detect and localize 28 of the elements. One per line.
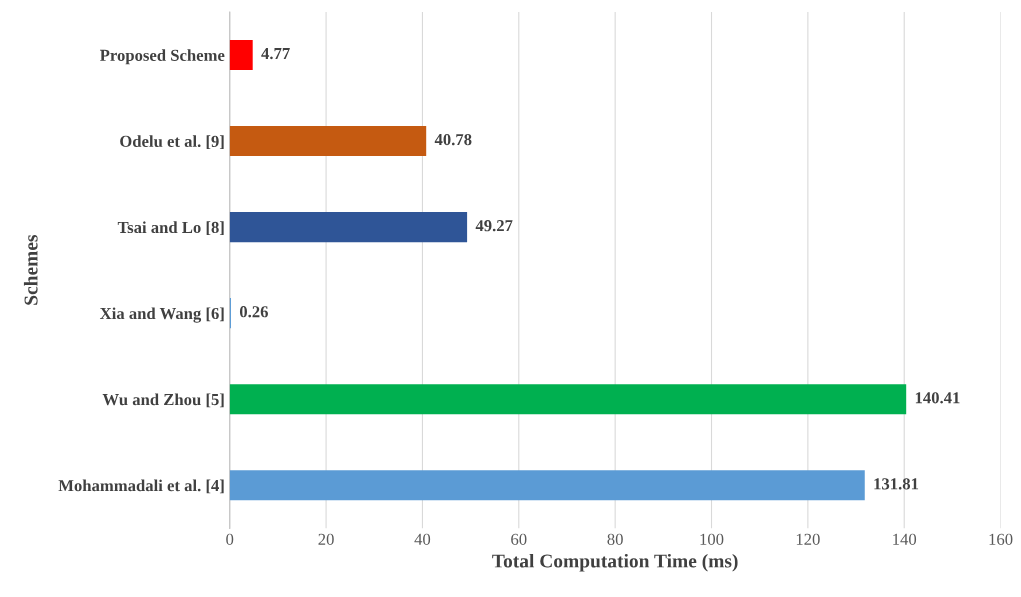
bar (229, 470, 865, 501)
x-tick-label: 60 (511, 533, 527, 545)
x-tick-label: 80 (607, 533, 623, 545)
x-tick-label: 0 (226, 533, 234, 545)
bar (229, 212, 468, 243)
x-tick-label: 160 (989, 533, 1013, 545)
data-label: 40.78 (434, 133, 472, 146)
bar (229, 384, 907, 415)
y-tick-label: Proposed Scheme (99, 49, 225, 65)
y-axis-title: Schemes (23, 234, 38, 305)
y-tick-label: Wu and Zhou [5] (102, 393, 224, 408)
y-tick-label: Mohammadali et al. [4] (58, 479, 224, 494)
y-tick-label: Xia and Wang [6] (99, 307, 224, 323)
bar (229, 125, 427, 157)
x-tick-label: 140 (893, 533, 917, 545)
data-label: 49.27 (475, 220, 513, 232)
y-tick-label: Odelu et al. [9] (120, 135, 224, 150)
data-label: 4.77 (261, 48, 290, 60)
x-tick-label: 40 (414, 533, 431, 545)
y-tick-label: Tsai and Lo [8] (117, 221, 224, 236)
data-label: 131.81 (874, 478, 919, 490)
x-axis-title: Total Computation Time (ms) (492, 553, 738, 572)
data-label: 0.26 (239, 306, 268, 318)
x-tick-label: 120 (796, 533, 820, 545)
x-tick-label: 20 (318, 533, 334, 545)
x-tick-label: 100 (700, 533, 724, 545)
data-label: 140.41 (915, 392, 960, 404)
bar (229, 39, 253, 71)
